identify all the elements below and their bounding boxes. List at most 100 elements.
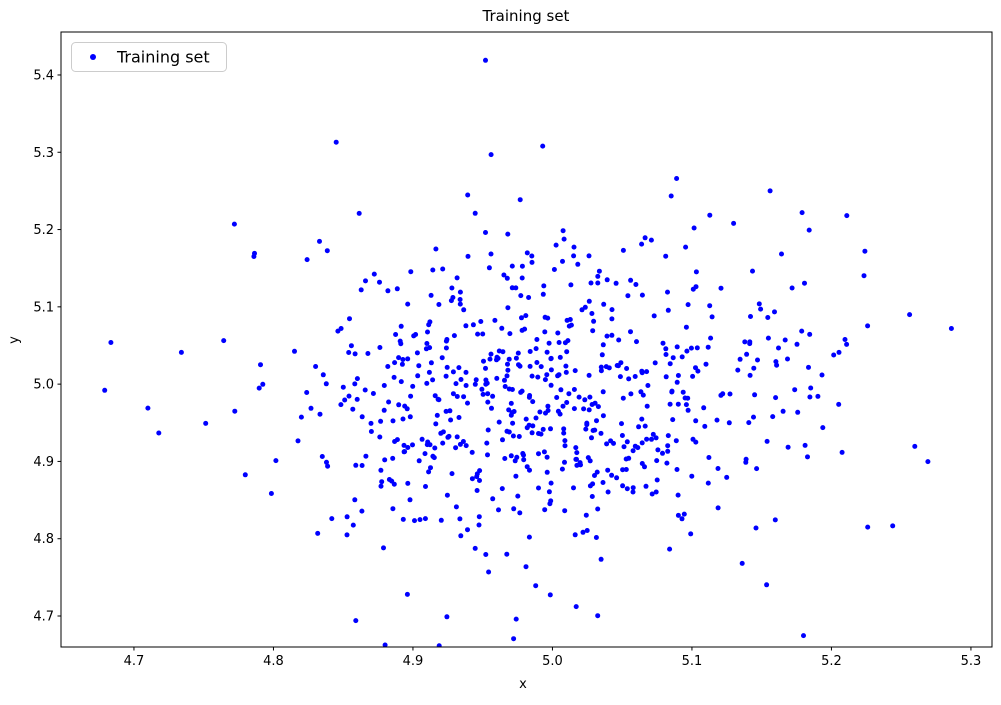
- y-tick-label: 4.7: [33, 610, 54, 625]
- data-point: [551, 267, 557, 272]
- data-point: [548, 382, 554, 388]
- data-point: [509, 263, 515, 269]
- data-point: [304, 390, 310, 395]
- data-point: [530, 399, 536, 405]
- data-point: [806, 227, 812, 233]
- data-point: [679, 354, 685, 360]
- data-point: [839, 449, 845, 455]
- x-tick-label: 4.8: [263, 654, 284, 669]
- data-point: [381, 545, 386, 551]
- data-point: [519, 315, 524, 321]
- data-point: [589, 435, 594, 441]
- data-point: [458, 533, 464, 539]
- data-point: [709, 314, 715, 320]
- data-point: [451, 333, 457, 339]
- legend: Training set: [71, 42, 227, 72]
- data-point: [519, 275, 525, 281]
- data-point: [536, 431, 541, 436]
- data-point: [431, 455, 437, 461]
- data-point: [743, 459, 749, 465]
- data-point: [706, 455, 712, 460]
- y-tick-label: 5.3: [33, 146, 54, 161]
- x-tick-label: 5.2: [821, 654, 842, 669]
- data-point: [794, 341, 800, 347]
- data-point: [295, 438, 301, 444]
- legend-box: [71, 42, 227, 72]
- data-point: [508, 400, 514, 406]
- data-point: [443, 373, 449, 379]
- data-point: [465, 400, 470, 406]
- data-point: [675, 401, 681, 407]
- data-point: [508, 412, 514, 418]
- data-point: [620, 247, 626, 253]
- data-point: [553, 242, 559, 248]
- data-point: [252, 250, 257, 256]
- data-point: [258, 362, 263, 368]
- data-point: [831, 352, 837, 358]
- data-point: [457, 516, 463, 522]
- data-point: [707, 303, 713, 309]
- data-point: [427, 345, 433, 351]
- data-point: [785, 444, 791, 450]
- data-point: [348, 343, 354, 349]
- data-point: [513, 285, 519, 291]
- axes-spines: [60, 31, 993, 648]
- data-point: [381, 407, 387, 413]
- data-point: [673, 438, 679, 444]
- data-point: [457, 289, 463, 295]
- y-tick-label: 5.1: [33, 300, 54, 315]
- data-point: [419, 436, 425, 442]
- data-point: [907, 312, 913, 318]
- data-point: [836, 349, 842, 355]
- data-point: [737, 356, 743, 362]
- data-point: [747, 372, 753, 378]
- data-point: [660, 340, 666, 346]
- data-point: [751, 414, 756, 420]
- data-point: [519, 327, 525, 333]
- data-point: [469, 476, 475, 482]
- data-point: [378, 418, 384, 424]
- data-point: [742, 339, 748, 345]
- data-point: [779, 251, 784, 257]
- data-point: [592, 473, 597, 478]
- data-point: [485, 399, 491, 405]
- data-point: [509, 285, 515, 291]
- data-point: [571, 387, 577, 392]
- data-point: [755, 357, 760, 363]
- data-point: [428, 360, 434, 366]
- data-point: [319, 454, 325, 459]
- data-point: [639, 292, 645, 298]
- data-point: [517, 510, 523, 516]
- data-point: [644, 436, 650, 442]
- data-point: [346, 393, 352, 399]
- data-point: [665, 433, 671, 439]
- data-point: [566, 391, 572, 397]
- data-point: [667, 361, 673, 367]
- data-point: [776, 345, 781, 351]
- data-point: [449, 471, 455, 477]
- y-axis-label: y: [7, 336, 22, 344]
- data-point: [820, 425, 826, 431]
- data-point: [517, 197, 523, 203]
- data-point: [428, 465, 433, 471]
- data-point: [714, 417, 720, 423]
- data-point: [616, 337, 622, 343]
- data-point: [674, 344, 680, 350]
- data-point: [474, 471, 480, 477]
- data-point: [533, 346, 539, 352]
- data-point: [844, 341, 850, 347]
- data-point: [501, 272, 507, 278]
- data-point: [562, 508, 568, 514]
- data-point: [764, 438, 770, 444]
- data-point: [571, 406, 577, 412]
- data-point: [545, 403, 551, 409]
- data-point: [529, 373, 535, 379]
- data-point: [524, 250, 530, 256]
- data-point: [488, 351, 494, 357]
- scatter-points: [102, 57, 954, 647]
- data-point: [605, 489, 611, 495]
- data-point: [317, 411, 323, 417]
- data-point: [562, 459, 567, 465]
- data-point: [862, 248, 868, 254]
- data-point: [925, 459, 931, 465]
